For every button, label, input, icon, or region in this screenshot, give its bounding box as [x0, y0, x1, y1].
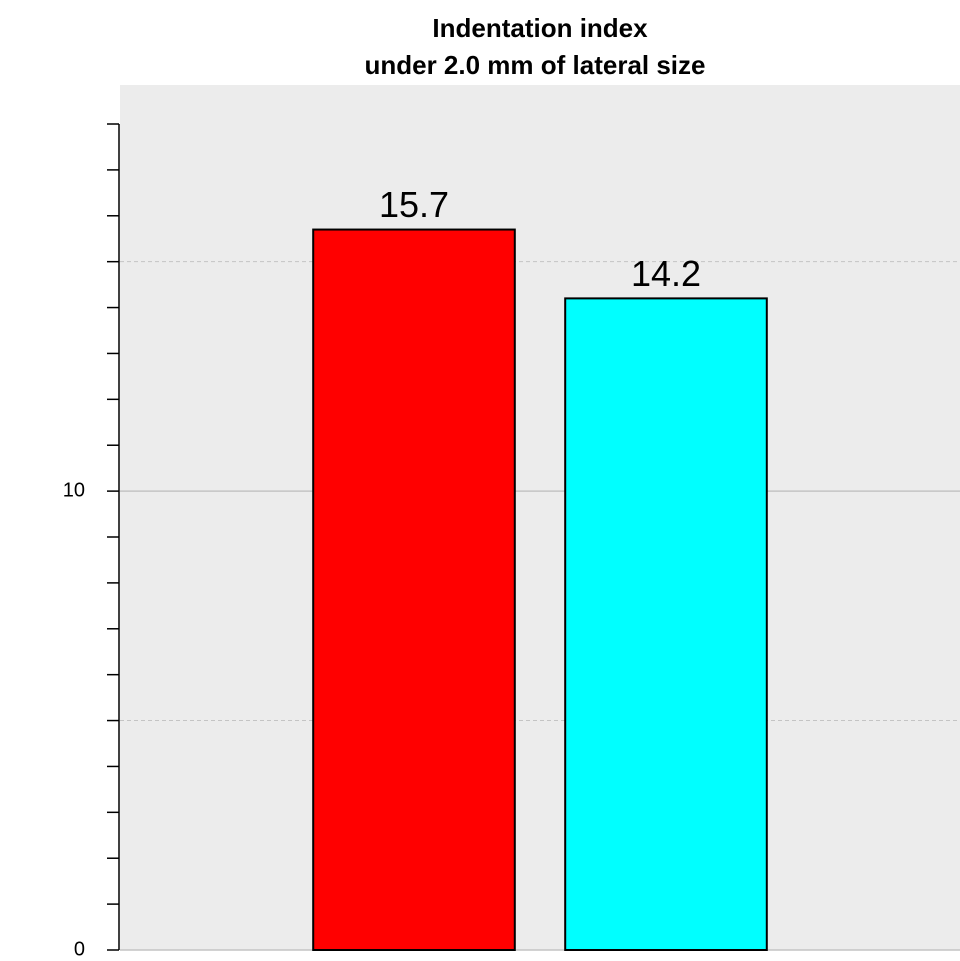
- data-label: 15.7: [379, 184, 449, 225]
- chart-subtitle: under 2.0 mm of lateral size: [364, 50, 705, 80]
- chart-title: Indentation index: [432, 13, 648, 43]
- plot-panel: [120, 85, 960, 950]
- y-tick-label: 0: [74, 938, 85, 960]
- bar: [312, 228, 516, 951]
- bar: [564, 297, 768, 951]
- y-tick-label: 10: [63, 479, 85, 501]
- data-label: 14.2: [631, 253, 701, 294]
